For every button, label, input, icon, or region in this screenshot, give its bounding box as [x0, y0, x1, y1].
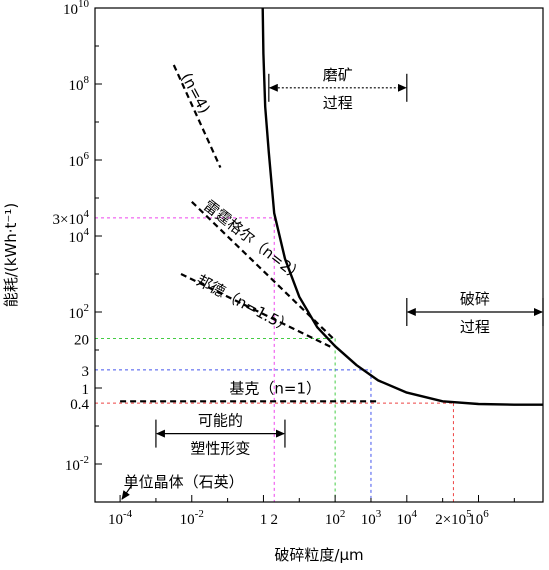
grinding-process-label-1: 磨矿 [323, 66, 353, 84]
reference-labels: 3×104 2 20 3 103 0.4 2×105 [53, 208, 473, 528]
annotations: (n=4)雷霆格尔（n=2）邦德（n=1.5）基克（n=1）磨矿过程破碎过程可能… [121, 66, 544, 500]
x-tick-label-0: 10-4 [108, 508, 133, 528]
dashed-law-line-2 [191, 201, 335, 340]
curve-label-1: 雷霆格尔（n=2） [200, 196, 307, 285]
series-layer [120, 7, 543, 406]
crystal-label: 单位晶体（石英） [124, 473, 244, 491]
y-axis-title: 能耗/(kWh·t⁻¹) [2, 203, 20, 307]
ref-y-label-0: 3×104 [53, 208, 90, 228]
curve-label-2: 邦德（n=1.5） [193, 271, 295, 337]
x-tick-label-5: 106 [468, 508, 489, 528]
y-tick-label-0: 1010 [63, 0, 90, 18]
curve-label-3: 基克（n=1） [229, 380, 321, 398]
y-tick-label-1: 108 [69, 74, 90, 94]
x-axis-title: 破碎粒度/μm [274, 546, 363, 564]
y-tick-label-4: 102 [69, 302, 90, 322]
grinding-process-label-2: 过程 [323, 94, 353, 112]
plot-area-frame [94, 7, 544, 503]
axis-titles: 破碎粒度/μm 能耗/(kWh·t⁻¹) [2, 203, 364, 564]
ref-y-label-1: 20 [74, 333, 89, 349]
crushing-process-label-2: 过程 [460, 318, 490, 336]
curve-label-0: (n=4) [177, 70, 213, 117]
y-tick-label-2: 106 [69, 150, 90, 170]
crushing-process-label-1: 破碎 [460, 290, 490, 308]
dashed-law-line-1 [172, 64, 222, 169]
x-tick-label-1: 10-2 [180, 508, 204, 528]
y-tick-label-5: 1 [82, 382, 90, 398]
ref-x-label-0: 2 [270, 512, 278, 528]
dashed-law-line-3 [180, 273, 334, 350]
reference-lines [95, 217, 454, 502]
x-tick-label-4: 104 [397, 508, 418, 528]
plastic-deformation-label-1: 可能的 [198, 412, 243, 430]
crystal-arrow [121, 484, 133, 500]
x-tick-label-3: 102 [325, 508, 346, 528]
y-tick-label-3: 104 [69, 226, 90, 246]
plot-frame [94, 7, 544, 503]
y-tick-label-6: 10-2 [65, 454, 89, 474]
ref-x-label-2: 103 [361, 508, 382, 528]
ref-y-label-2: 3 [82, 364, 90, 380]
plastic-deformation-label-2: 塑性形变 [190, 440, 250, 458]
ref-x-label-3: 2×105 [435, 508, 472, 528]
x-tick-label-2: 1 [260, 512, 268, 528]
ref-y-label-3: 0.4 [70, 397, 89, 413]
tick-labels: 10-4 10-2 1 102 104 106 1010 108 106 104 102 1 10-2 [63, 0, 489, 528]
energy-curve-0 [261, 7, 543, 406]
